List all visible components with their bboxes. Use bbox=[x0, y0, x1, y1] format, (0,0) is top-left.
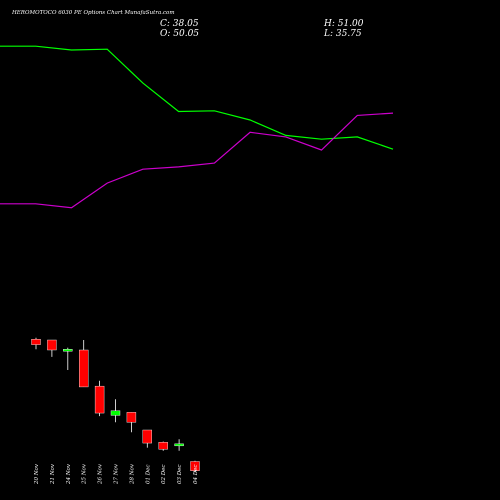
candle-body bbox=[31, 339, 41, 345]
moving-average-line-1 bbox=[0, 45, 394, 150]
candle-body bbox=[126, 412, 137, 423]
x-tick-label: 27 Nov bbox=[114, 463, 120, 485]
candle-body bbox=[94, 385, 105, 414]
candle-26-nov bbox=[94, 380, 105, 417]
moving-average-line-2 bbox=[0, 112, 394, 209]
high-value: H: 51.00 bbox=[324, 19, 364, 29]
candle-24-nov bbox=[63, 347, 73, 370]
candle-body bbox=[158, 442, 168, 450]
x-tick-label: 02 Dec bbox=[161, 465, 167, 485]
low-value: L: 35.75 bbox=[324, 29, 362, 39]
candle-21-nov bbox=[47, 339, 57, 357]
x-tick-label: 03 Dec bbox=[177, 465, 183, 485]
candle-02-dec bbox=[158, 441, 168, 451]
candle-body bbox=[78, 349, 89, 388]
x-tick-label: 26 Nov bbox=[98, 463, 104, 485]
x-tick-label: 20 Nov bbox=[34, 463, 40, 485]
x-tick-label: 04 Dec bbox=[193, 465, 199, 485]
open-value: O: 50.05 bbox=[160, 29, 200, 39]
moving-average-lines bbox=[0, 45, 394, 209]
candle-body bbox=[110, 410, 121, 416]
candle-body bbox=[47, 339, 57, 351]
x-tick-label: 21 Nov bbox=[50, 463, 56, 485]
x-axis-labels: 20 Nov 21 Nov 24 Nov 25 Nov 26 Nov 27 Nov 28 N… bbox=[34, 463, 199, 485]
candle-body bbox=[190, 461, 200, 471]
x-tick-label: 25 Nov bbox=[82, 463, 88, 485]
chart-title: HEROMOTOCO 6030 PE Options Chart MunafaS… bbox=[12, 10, 175, 16]
candle-body bbox=[142, 429, 153, 444]
candle-01-dec bbox=[142, 429, 153, 448]
x-tick-label: 28 Nov bbox=[129, 463, 135, 485]
candle-03-dec bbox=[174, 439, 184, 451]
x-tick-label: 01 Dec bbox=[145, 465, 151, 485]
candle-20-nov bbox=[31, 337, 41, 350]
candle-body bbox=[63, 349, 73, 352]
candle-27-nov bbox=[110, 399, 121, 423]
close-value: C: 38.05 bbox=[160, 19, 199, 29]
candle-04-dec bbox=[190, 460, 200, 473]
x-tick-label: 24 Nov bbox=[66, 463, 72, 485]
candlesticks bbox=[31, 337, 200, 473]
candle-25-nov bbox=[78, 340, 89, 388]
candle-28-nov bbox=[126, 412, 137, 433]
candle-body bbox=[174, 443, 184, 447]
